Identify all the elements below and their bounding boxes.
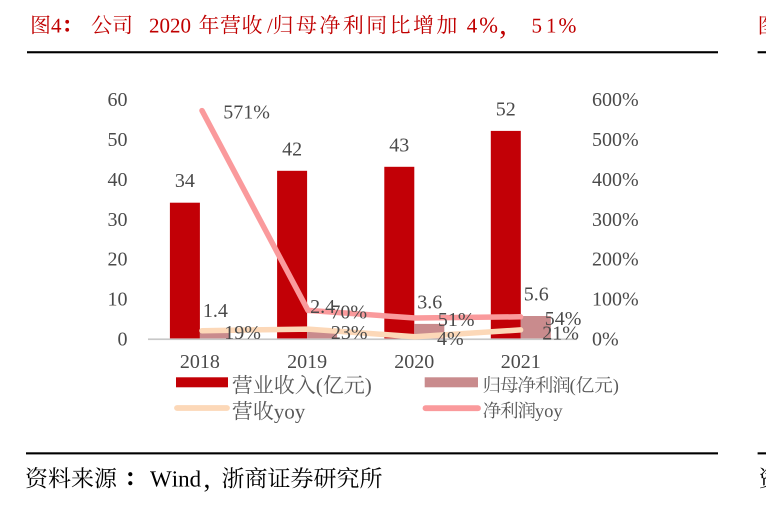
svg-text:30: 30: [108, 209, 128, 231]
svg-text:500%: 500%: [592, 129, 639, 151]
svg-text:200%: 200%: [592, 249, 639, 271]
svg-text:40: 40: [108, 169, 128, 191]
svg-text:52: 52: [496, 98, 516, 120]
svg-text:2021: 2021: [501, 351, 541, 373]
svg-text:10: 10: [108, 289, 128, 311]
svg-text:19%: 19%: [224, 322, 261, 344]
svg-text:21%: 21%: [542, 323, 579, 345]
svg-text:400%: 400%: [592, 169, 639, 191]
svg-text:2019: 2019: [287, 351, 327, 373]
svg-text:42: 42: [282, 138, 302, 160]
svg-text:2018: 2018: [180, 351, 220, 373]
svg-text:600%: 600%: [592, 89, 639, 111]
svg-text:50: 50: [108, 129, 128, 151]
svg-text:51%: 51%: [438, 309, 475, 331]
svg-text:60: 60: [108, 89, 128, 111]
svg-text:3.6: 3.6: [417, 291, 442, 313]
svg-text:1.4: 1.4: [203, 300, 228, 322]
svg-text:2.4: 2.4: [310, 296, 335, 318]
svg-text:100%: 100%: [592, 289, 639, 311]
svg-text:23%: 23%: [331, 322, 368, 344]
svg-text:2020: 2020: [394, 351, 434, 373]
svg-text:20: 20: [108, 249, 128, 271]
svg-text:0: 0: [118, 328, 128, 350]
svg-text:54%: 54%: [545, 308, 582, 330]
svg-text:4%: 4%: [437, 328, 464, 350]
svg-text:70%: 70%: [330, 302, 367, 324]
svg-text:300%: 300%: [592, 209, 639, 231]
svg-text:0%: 0%: [592, 328, 619, 350]
svg-text:5.6: 5.6: [524, 284, 549, 306]
svg-text:34: 34: [175, 170, 195, 192]
svg-text:43: 43: [389, 134, 409, 156]
svg-text:571%: 571%: [223, 101, 270, 123]
